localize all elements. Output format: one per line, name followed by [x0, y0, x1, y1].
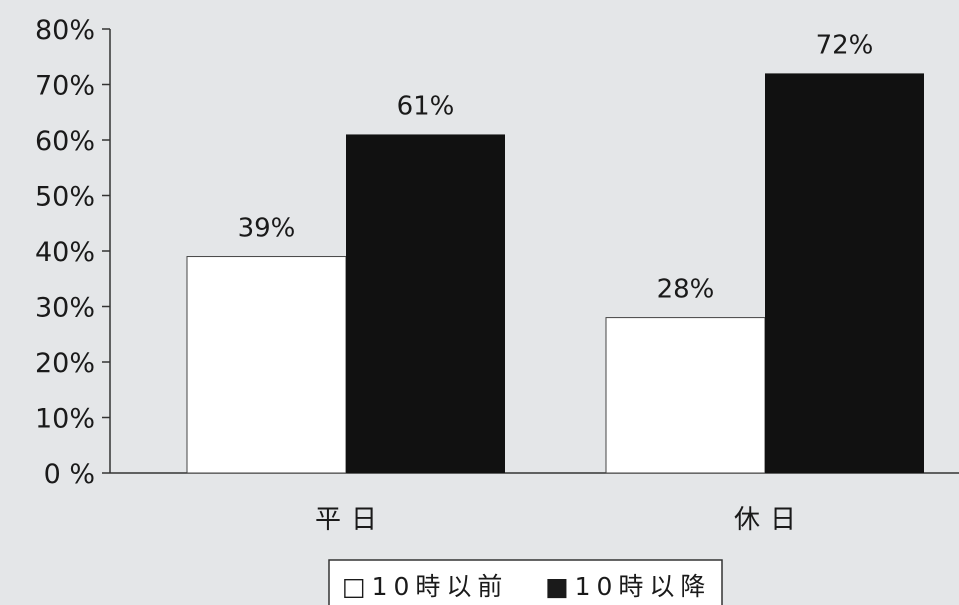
bar — [186, 256, 347, 474]
bar-value-label: 72% — [816, 30, 874, 60]
y-tick-label: 70% — [35, 71, 95, 102]
bar-value-label: 39% — [238, 214, 296, 244]
legend-entry: ■10時以降 — [545, 572, 711, 601]
legend-box — [328, 559, 723, 605]
y-tick-label: 0 % — [44, 459, 95, 490]
bar — [346, 134, 505, 473]
y-tick-label: 50% — [35, 182, 95, 213]
y-tick-label: 20% — [35, 348, 95, 379]
y-tick-label: 10% — [35, 404, 95, 435]
bar — [605, 317, 766, 474]
y-tick-label: 80% — [35, 15, 95, 46]
bar-value-label: 61% — [397, 91, 455, 121]
y-tick-label: 60% — [35, 126, 95, 157]
x-category-label: 平日 — [315, 505, 387, 535]
y-tick-label: 40% — [35, 237, 95, 268]
x-category-label: 休日 — [734, 505, 806, 535]
bar-value-label: 28% — [657, 275, 715, 305]
legend-entry: □10時以前 — [342, 572, 508, 601]
y-tick-label: 30% — [35, 293, 95, 324]
bar — [765, 73, 924, 474]
